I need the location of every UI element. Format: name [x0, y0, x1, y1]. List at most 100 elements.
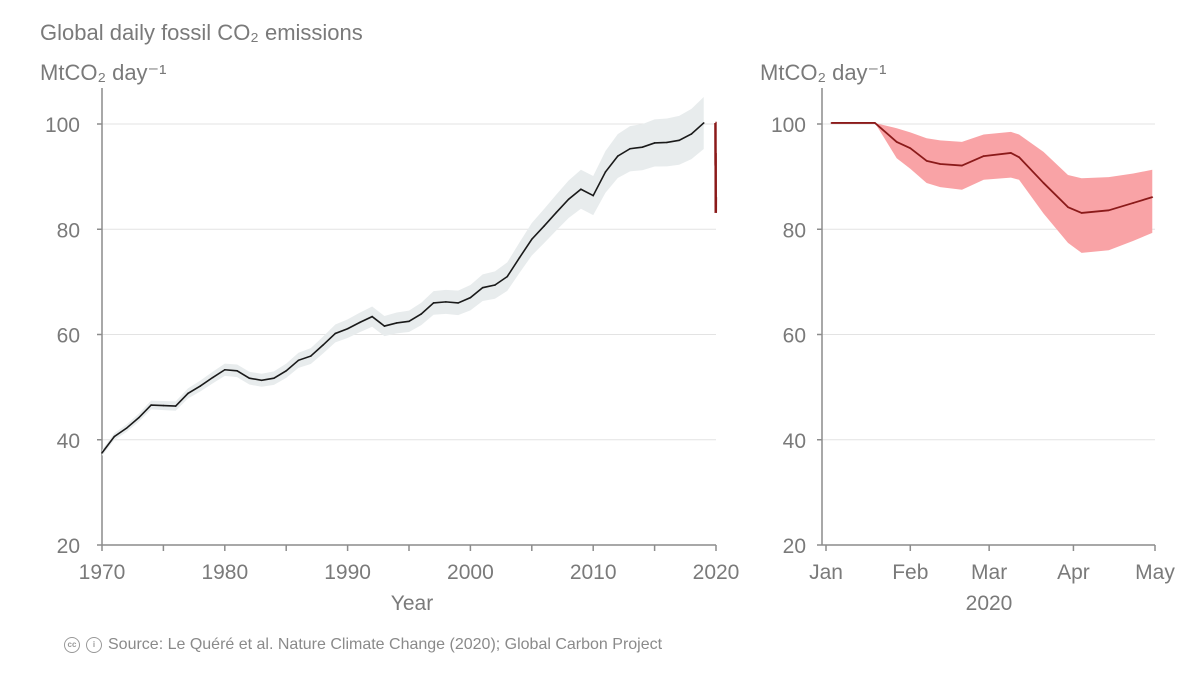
x-tick-label: 1990 [324, 561, 371, 584]
x-tick-label: 1980 [201, 561, 248, 584]
data-point [1018, 156, 1020, 158]
data-point [1080, 212, 1083, 214]
data-point [297, 359, 300, 362]
x-tick-label: 1970 [79, 561, 126, 584]
x-tick-label: Mar [971, 561, 1007, 584]
data-point [211, 376, 214, 379]
data-point [641, 146, 644, 148]
data-point [432, 302, 435, 304]
data-point [101, 452, 103, 454]
y-tick-label: 80 [57, 219, 80, 242]
data-point [125, 427, 128, 429]
data-point [150, 404, 152, 406]
data-point [690, 133, 693, 135]
data-point [383, 325, 386, 327]
attribution-icon: i [86, 637, 102, 653]
right-y-axis-label: MtCO₂ day⁻¹ [760, 60, 887, 85]
uncertainty-band [831, 122, 1153, 253]
data-point [830, 122, 833, 124]
y-tick-label: 20 [783, 535, 806, 558]
x-tick-label: 2010 [570, 561, 617, 584]
data-point [555, 211, 558, 214]
data-point [1067, 206, 1069, 208]
x-tick-label: 2020 [693, 561, 740, 584]
right-x-axis-label: 2020 [966, 592, 1013, 615]
x-tick-label: Feb [892, 561, 928, 584]
data-point [518, 256, 521, 259]
data-point [653, 142, 656, 144]
data-point [236, 370, 238, 372]
data-point [925, 160, 928, 162]
data-point [939, 163, 941, 165]
data-point [592, 194, 594, 197]
data-point [334, 332, 337, 335]
source-note: cc i Source: Le Quéré et al. Nature Clim… [64, 636, 662, 654]
data-point [604, 171, 607, 173]
left-y-axis-label: MtCO₂ day⁻¹ [40, 60, 167, 85]
data-point [678, 139, 680, 142]
data-point [371, 315, 373, 318]
data-point [322, 344, 324, 346]
data-point [874, 122, 876, 124]
data-point [895, 141, 898, 143]
data-point [961, 164, 963, 167]
y-tick-label: 100 [45, 114, 80, 137]
data-point [309, 355, 312, 357]
data-point [420, 313, 423, 315]
y-tick-label: 40 [783, 430, 806, 453]
data-point [457, 302, 459, 304]
data-point [494, 284, 496, 286]
left-x-axis-label: Year [391, 592, 433, 615]
annual-emissions-line [101, 122, 705, 454]
data-point [1151, 196, 1154, 198]
data-point [567, 198, 570, 201]
x-tick-label: May [1135, 561, 1175, 584]
annual-emissions-chart: 20 40 60 80 100 1970 1980 1990 2000 2010 2020 [45, 88, 739, 584]
data-point [395, 322, 398, 324]
y-tick-label: 20 [57, 535, 80, 558]
uncertainty-band [102, 96, 704, 456]
data-point [273, 377, 275, 379]
data-point [1107, 209, 1110, 212]
data-point [138, 416, 140, 419]
data-point [506, 275, 509, 278]
data-point [408, 320, 410, 323]
data-point [162, 404, 165, 407]
figure-title: Global daily fossil CO₂ emissions [40, 20, 363, 45]
y-tick-label: 100 [771, 114, 806, 137]
data-point [1042, 182, 1045, 184]
data-point [445, 301, 447, 303]
x-tick-label: Apr [1057, 561, 1090, 584]
data-point [113, 435, 116, 438]
data-point [616, 155, 619, 157]
data-point [224, 368, 226, 371]
data-point [359, 321, 361, 324]
data-point [629, 147, 631, 150]
data-point [199, 385, 202, 387]
data-point [346, 327, 349, 330]
y-tick-label: 60 [783, 325, 806, 348]
x-tick-label: 2000 [447, 561, 494, 584]
data-point [1010, 152, 1012, 154]
daily-2020-emissions-chart: 20 40 60 80 100 Jan Feb Mar Apr May [771, 88, 1175, 584]
data-point [580, 188, 582, 191]
data-point [702, 122, 705, 124]
data-point [248, 377, 251, 379]
x-tick-label: Jan [809, 561, 843, 584]
data-point [260, 379, 263, 382]
data-point [481, 286, 484, 289]
data-point [187, 392, 189, 395]
y-tick-label: 60 [57, 325, 80, 348]
creative-commons-icon: cc [64, 637, 80, 653]
data-point [666, 141, 668, 144]
y-tick-label: 80 [783, 219, 806, 242]
y-tick-label: 40 [57, 430, 80, 453]
data-point [285, 370, 288, 372]
data-point [543, 225, 545, 227]
data-point [909, 147, 912, 150]
data-point [1132, 202, 1135, 204]
data-point [469, 296, 472, 299]
data-point [531, 238, 533, 241]
data-point [982, 155, 985, 157]
